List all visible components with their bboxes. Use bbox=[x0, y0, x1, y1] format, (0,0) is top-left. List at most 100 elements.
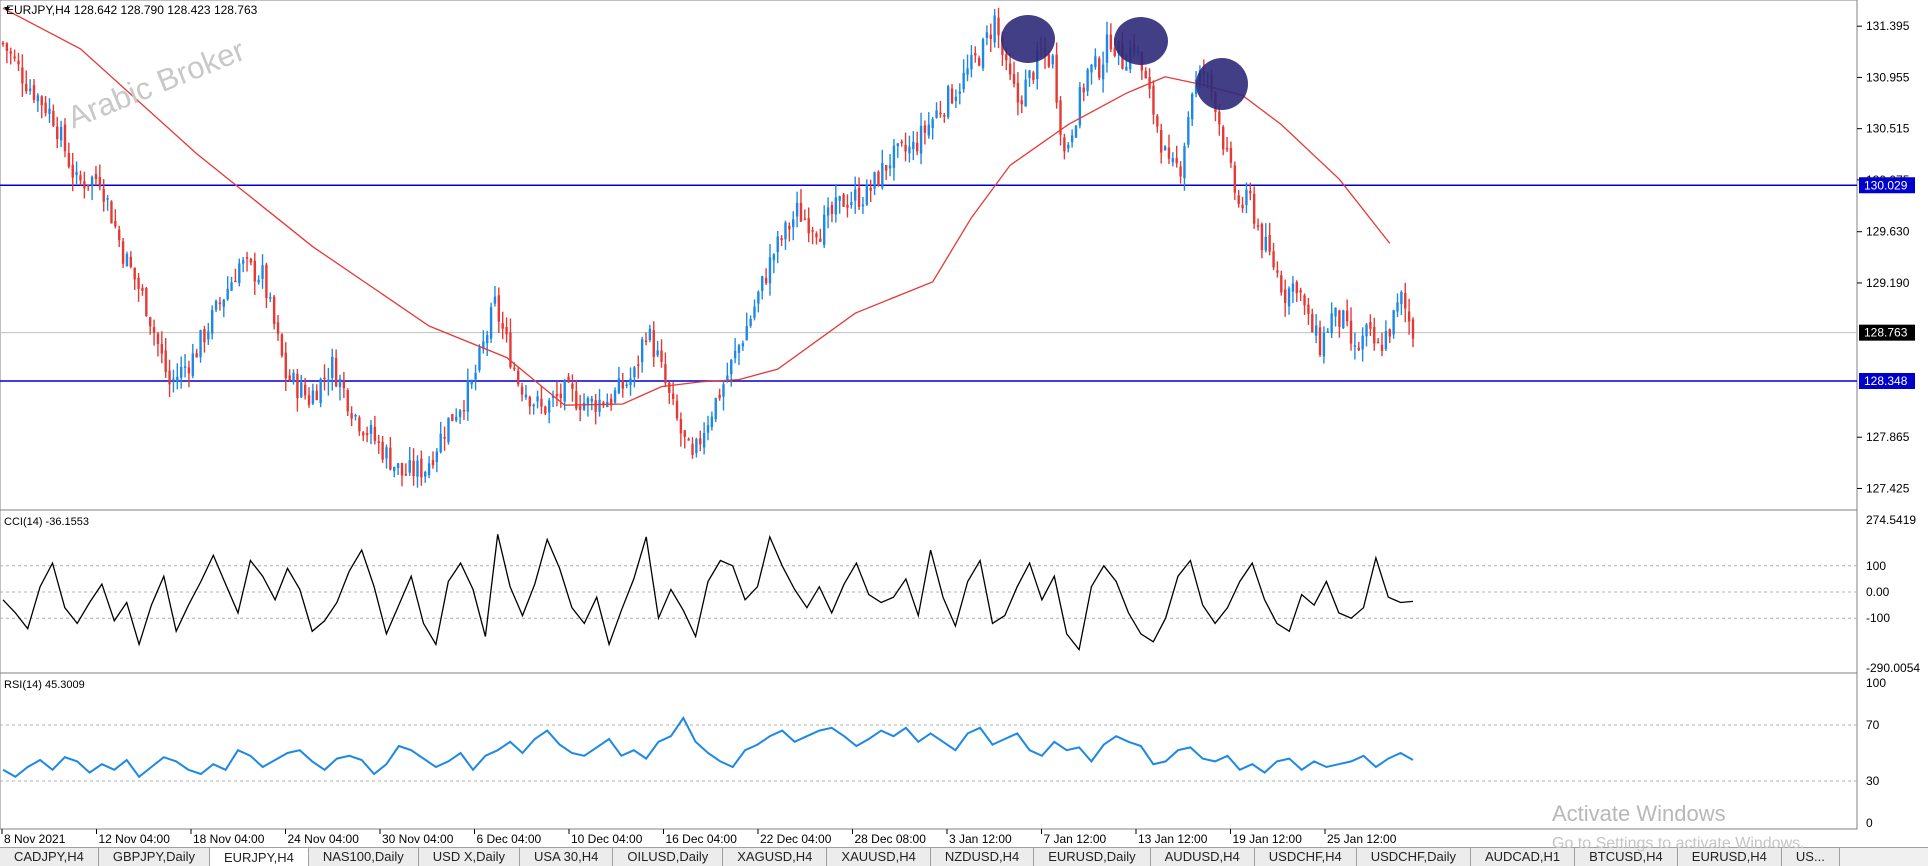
candle-body bbox=[699, 438, 702, 445]
candle-body bbox=[253, 260, 256, 282]
candle-body bbox=[931, 119, 934, 129]
candle-body bbox=[59, 126, 63, 141]
candle-body bbox=[106, 198, 109, 200]
candle-body bbox=[334, 358, 338, 387]
candle-body bbox=[776, 236, 779, 253]
candle-body bbox=[799, 202, 803, 222]
activate-windows-hint: Go to Settings to activate Windows. bbox=[1552, 835, 1805, 852]
candle-body bbox=[660, 350, 663, 362]
symbol-tab[interactable]: XAUUSD,H4 bbox=[827, 848, 931, 866]
candle-body bbox=[919, 125, 923, 154]
candle-body bbox=[1012, 74, 1016, 84]
symbol-tab[interactable]: GBPJPY,Daily bbox=[98, 848, 210, 866]
candle-body bbox=[32, 85, 36, 100]
symbol-tab[interactable]: AUDUSD,H4 bbox=[1150, 848, 1255, 866]
candle-body bbox=[1303, 295, 1306, 306]
cci-tick-label: -290.0054 bbox=[1866, 661, 1920, 675]
symbol-tab[interactable]: EURJPY,H4 bbox=[209, 848, 309, 866]
candle-body bbox=[90, 176, 94, 187]
candle-body bbox=[1396, 302, 1399, 312]
candle-body bbox=[524, 394, 528, 398]
candle-body bbox=[404, 473, 408, 476]
candle-body bbox=[455, 416, 458, 421]
level-label-box bbox=[1859, 177, 1915, 194]
candle-body bbox=[416, 460, 419, 477]
symbol-tab[interactable]: XAGUSD,H4 bbox=[723, 848, 828, 866]
candle-body bbox=[536, 396, 539, 402]
candle-body bbox=[1349, 320, 1353, 344]
candle-body bbox=[1345, 310, 1349, 322]
symbol-tab[interactable]: USDCHF,Daily bbox=[1356, 848, 1471, 866]
candle-body bbox=[1175, 158, 1178, 164]
candle-body bbox=[280, 334, 284, 356]
candle-body bbox=[850, 202, 853, 206]
candle-body bbox=[474, 372, 477, 380]
candle-body bbox=[997, 17, 1000, 36]
candle-body bbox=[513, 367, 516, 370]
candle-body bbox=[1357, 347, 1360, 351]
candle-body bbox=[1291, 283, 1295, 292]
candle-body bbox=[489, 307, 493, 339]
candle-body bbox=[493, 296, 497, 304]
symbol-tab[interactable]: US... bbox=[1781, 848, 1840, 866]
candle-body bbox=[1047, 54, 1051, 67]
candle-body bbox=[571, 383, 574, 389]
symbol-tab[interactable]: EURUSD,Daily bbox=[1034, 848, 1151, 866]
candle-body bbox=[1361, 335, 1364, 350]
candle-body bbox=[613, 390, 617, 403]
time-tick-label: 18 Nov 04:00 bbox=[193, 832, 265, 846]
candle-body bbox=[1125, 66, 1128, 71]
candle-body bbox=[1268, 234, 1271, 252]
candle-body bbox=[362, 432, 365, 436]
candle-body bbox=[218, 302, 222, 305]
candle-body bbox=[203, 329, 206, 343]
time-tick-label: 30 Nov 04:00 bbox=[382, 832, 454, 846]
pattern-marker-3 bbox=[1196, 58, 1248, 110]
candle-body bbox=[94, 174, 98, 180]
candle-body bbox=[892, 145, 896, 169]
candle-body bbox=[315, 390, 318, 401]
header-dropdown-icon[interactable] bbox=[4, 7, 10, 11]
candle-body bbox=[1260, 224, 1264, 251]
candle-body bbox=[1369, 322, 1372, 329]
candle-body bbox=[284, 352, 287, 379]
candle-body bbox=[226, 288, 229, 300]
candle-body bbox=[594, 400, 597, 412]
symbol-tab[interactable]: USA 30,H4 bbox=[520, 848, 614, 866]
chart-canvas[interactable]: 131.395130.955130.515130.075129.630129.1… bbox=[0, 0, 1928, 847]
candle-body bbox=[1055, 54, 1058, 103]
symbol-tab[interactable]: BTCUSD,H4 bbox=[1575, 848, 1678, 866]
symbol-tab[interactable]: USDCHF,H4 bbox=[1254, 848, 1357, 866]
candle-body bbox=[257, 279, 260, 283]
cci-series-group bbox=[0, 534, 1857, 652]
candle-body bbox=[195, 353, 198, 358]
symbol-tab[interactable]: USD X,Daily bbox=[418, 848, 521, 866]
candle-body bbox=[520, 386, 524, 395]
cci-label: CCI(14) -36.1553 bbox=[4, 516, 89, 528]
symbol-tab[interactable]: CADJPY,H4 bbox=[0, 848, 99, 866]
candle-body bbox=[323, 377, 326, 380]
price-tick-label: 129.630 bbox=[1866, 225, 1910, 239]
candle-body bbox=[838, 196, 841, 201]
candle-body bbox=[927, 124, 930, 136]
candle-body bbox=[826, 207, 830, 216]
candle-body bbox=[609, 398, 613, 406]
symbol-tab[interactable]: OILUSD,Daily bbox=[613, 848, 724, 866]
candle-body bbox=[551, 395, 555, 398]
candle-body bbox=[648, 328, 652, 341]
symbol-tab[interactable]: NAS100,Daily bbox=[308, 848, 419, 866]
candle-body bbox=[443, 437, 446, 439]
candle-body bbox=[1152, 85, 1155, 115]
candle-body bbox=[1245, 189, 1248, 206]
candle-body bbox=[509, 332, 512, 368]
candle-body bbox=[307, 395, 311, 405]
symbol-header: EURJPY,H4 128.642 128.790 128.423 128.76… bbox=[6, 3, 258, 17]
candle-body bbox=[768, 257, 772, 284]
symbol-tab[interactable]: EURUSD,H4 bbox=[1677, 848, 1782, 866]
candle-body bbox=[1144, 70, 1147, 79]
candle-body bbox=[288, 375, 291, 381]
symbol-tab[interactable]: AUDCAD,H1 bbox=[1470, 848, 1576, 866]
candle-body bbox=[420, 458, 423, 478]
symbol-tab[interactable]: NZDUSD,H4 bbox=[930, 848, 1035, 866]
